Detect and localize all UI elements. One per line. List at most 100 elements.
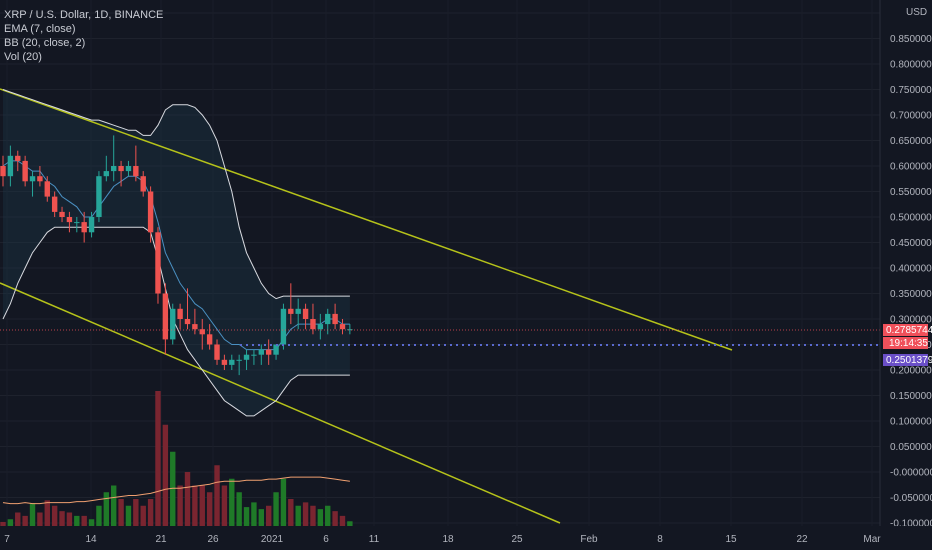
candle-body — [162, 293, 169, 340]
candle-body — [133, 166, 139, 177]
volume-bar — [96, 505, 102, 526]
candle-body — [22, 160, 28, 182]
ema-path — [2, 160, 350, 351]
ema-line — [2, 160, 350, 351]
bb-upper-line — [2, 89, 350, 300]
candle-body — [81, 222, 87, 233]
time-tick-label: 21 — [155, 534, 167, 545]
volume-bar — [251, 502, 257, 526]
time-tick-label: 22 — [796, 534, 808, 545]
time-tick-label: Mar — [863, 534, 881, 545]
volume-bar — [332, 511, 338, 526]
upper-trendline[interactable] — [0, 88, 733, 351]
volume-bar — [273, 492, 279, 526]
time-tick-label: 14 — [85, 534, 97, 545]
volume-bar — [295, 505, 301, 526]
price-tag-countdown: 19:14:35 — [883, 337, 928, 349]
volume-bar — [192, 485, 198, 526]
time-tick-label: 11 — [369, 534, 380, 545]
price-tick-label: 0.30000000 — [890, 315, 932, 326]
candle-body — [229, 359, 235, 365]
candle-body — [236, 359, 242, 361]
price-tick-label: 0.85000000 — [890, 34, 932, 45]
currency-label: USD — [906, 7, 927, 18]
volume-bar — [206, 492, 213, 526]
candle-body — [243, 354, 250, 360]
price-tag-level-text: 0.25013799 — [886, 355, 932, 366]
price-axis[interactable]: 0.85000000 0.80000000 0.75000000 0.70000000… — [890, 34, 932, 530]
volume-bar — [140, 505, 146, 526]
time-tick-label: 15 — [725, 534, 737, 545]
candle-body — [96, 176, 102, 217]
volume-bar — [184, 472, 191, 526]
volume-bar — [7, 519, 14, 526]
price-tick-label: 0.05000000 — [890, 442, 932, 453]
candle-body — [258, 349, 264, 355]
volume-bar — [155, 391, 161, 526]
candle-body — [44, 181, 50, 197]
candle-body — [170, 308, 176, 340]
volume-bar — [66, 512, 73, 526]
volume-bar — [147, 499, 154, 526]
candle-body — [29, 176, 36, 182]
candle-body — [310, 319, 316, 330]
bb-indicator-label[interactable]: BB (20, close, 2) — [4, 37, 86, 49]
price-tick-label: 0.20000000 — [890, 366, 932, 377]
volume-bar — [258, 509, 264, 526]
time-axis-background[interactable] — [0, 526, 932, 550]
bollinger-band-fill — [3, 89, 350, 416]
volume-bar — [265, 505, 272, 526]
candle-body — [74, 222, 80, 224]
candle-body — [251, 354, 257, 356]
candle-body — [332, 313, 338, 325]
volume-bar — [103, 492, 110, 526]
candle-body — [347, 329, 353, 331]
ema-indicator-label[interactable]: EMA (7, close) — [4, 23, 76, 35]
price-tick-label: 0.35000000 — [890, 289, 932, 300]
lower-trendline[interactable] — [0, 282, 561, 524]
bb-lower-line — [2, 226, 350, 417]
volume-bar — [125, 505, 132, 526]
candle-body — [125, 166, 132, 172]
bb-area — [3, 89, 350, 416]
time-tick-label: Feb — [580, 534, 598, 545]
volume-bar — [15, 512, 21, 526]
volume-bar — [310, 505, 316, 526]
candle-body — [317, 324, 324, 330]
volume-bar — [288, 499, 294, 526]
price-tick-label: 0.80000000 — [890, 60, 932, 71]
candle-body — [339, 324, 346, 330]
candle-body — [37, 176, 43, 182]
volume-indicator-label[interactable]: Vol (20) — [4, 51, 42, 63]
candle-body — [88, 217, 95, 233]
candle-body — [214, 344, 220, 360]
time-tick-label: 26 — [207, 534, 219, 545]
price-tag-level: 0.25013799 — [883, 354, 932, 366]
candle-body — [59, 211, 65, 217]
volume-bar — [339, 515, 346, 526]
volume-bar — [236, 492, 242, 526]
volume-bar — [177, 485, 183, 526]
volume-bar — [133, 499, 139, 526]
volume-ma-path — [2, 476, 350, 505]
volume-ma-line — [2, 476, 350, 505]
volume-bar — [88, 519, 95, 526]
candle-body — [295, 308, 301, 314]
volume-bar — [44, 500, 50, 526]
symbol-title[interactable]: XRP / U.S. Dollar, 1D, BINANCE — [4, 9, 164, 21]
trendlines[interactable] — [0, 88, 733, 524]
volume-bar — [51, 505, 58, 526]
time-axis[interactable]: 7 14 21 26 2021 6 11 18 25 Feb 8 15 22 Mar — [4, 534, 881, 545]
time-tick-label: 7 — [4, 534, 10, 545]
volume-bar — [81, 515, 87, 526]
candle-body — [221, 359, 228, 365]
candle-body — [15, 155, 21, 161]
price-tick-label: 0.70000000 — [890, 111, 932, 122]
price-axis-background[interactable] — [880, 0, 932, 550]
chart-legend: XRP / U.S. Dollar, 1D, BINANCE EMA (7, c… — [4, 8, 163, 64]
volume-bar — [214, 465, 220, 526]
time-tick-label: 2021 — [261, 534, 284, 545]
candle-body — [103, 171, 110, 177]
